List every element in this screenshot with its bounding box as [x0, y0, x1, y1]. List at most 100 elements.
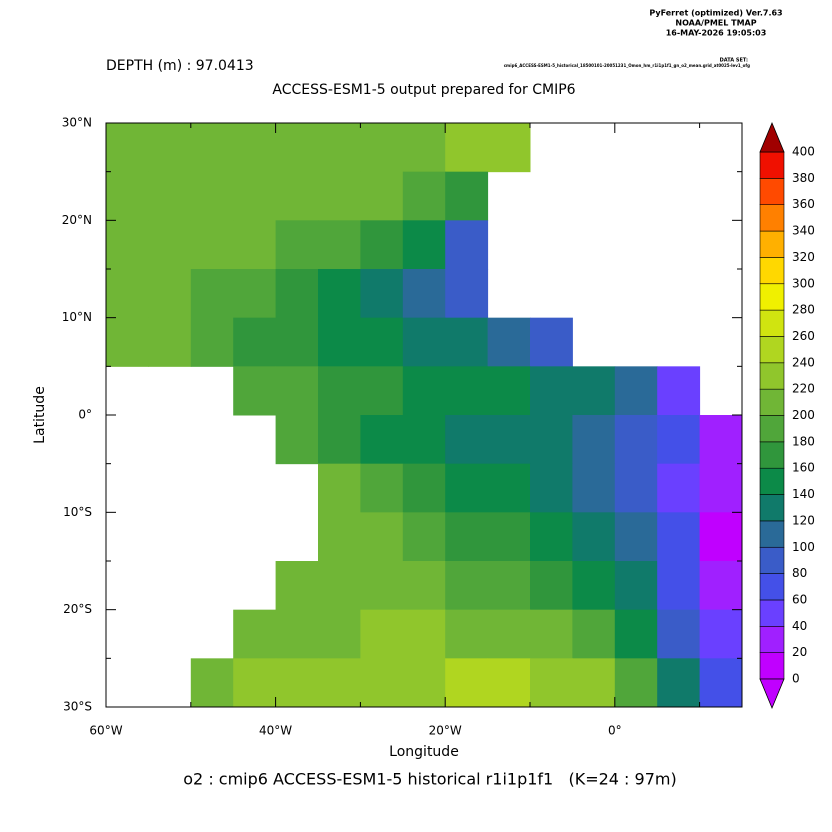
- x-tick-label: 40°W: [259, 724, 292, 738]
- cell: [402, 171, 446, 221]
- cell: [402, 512, 446, 562]
- y-axis-label: Latitude: [32, 386, 48, 444]
- colorbar-bin: [759, 178, 785, 206]
- colorbar-label: 340: [792, 224, 815, 238]
- colorbar-bin: [759, 362, 785, 390]
- colorbar-bin: [759, 415, 785, 443]
- colorbar-label: 200: [792, 408, 815, 422]
- cell: [402, 366, 446, 416]
- cell: [445, 366, 489, 416]
- colorbar-label: 120: [792, 513, 815, 527]
- colorbar-label: 260: [792, 329, 815, 343]
- cell: [445, 317, 489, 367]
- colorbar-bin: [759, 652, 785, 680]
- cell: [106, 171, 149, 221]
- cell: [360, 220, 404, 270]
- cell: [360, 171, 404, 221]
- cell: [148, 269, 192, 319]
- cell: [402, 463, 446, 513]
- cell: [275, 220, 319, 270]
- cell: [106, 269, 149, 319]
- cell: [402, 415, 446, 465]
- colorbar-bin: [759, 573, 785, 601]
- cell: [318, 366, 361, 416]
- cell: [445, 220, 489, 270]
- footer: o2 : cmip6 ACCESS-ESM1-5 historical r1i1…: [183, 770, 676, 789]
- cell: [487, 463, 531, 513]
- cell: [530, 415, 573, 465]
- cell: [530, 366, 573, 416]
- cell: [233, 366, 277, 416]
- cell: [275, 609, 319, 659]
- cell: [233, 658, 277, 708]
- colorbar-bin: [759, 599, 785, 627]
- colorbar-label: 60: [792, 592, 807, 606]
- colorbar-bin: [759, 230, 785, 258]
- colorbar-over: [759, 121, 785, 153]
- cell: [275, 561, 319, 611]
- cell: [402, 269, 446, 319]
- cell: [657, 366, 701, 416]
- cell: [657, 561, 701, 611]
- cell: [106, 123, 149, 173]
- cell: [487, 123, 531, 173]
- cell: [106, 317, 149, 367]
- cell: [445, 512, 489, 562]
- cell: [360, 269, 404, 319]
- cell: [487, 561, 531, 611]
- colorbar-label: 140: [792, 487, 815, 501]
- cell: [572, 609, 616, 659]
- y-tick-label: 20°N: [62, 213, 92, 227]
- colorbar-label: 240: [792, 355, 815, 369]
- colorbar-label: 320: [792, 250, 815, 264]
- cell: [318, 463, 361, 513]
- cell: [275, 269, 319, 319]
- cell: [275, 123, 319, 173]
- colorbar-label: 180: [792, 434, 815, 448]
- cell: [699, 415, 743, 465]
- colorbar-bin: [759, 283, 785, 311]
- cell: [699, 463, 743, 513]
- cell: [275, 366, 319, 416]
- colorbar-label: 20: [792, 645, 807, 659]
- cell: [233, 171, 277, 221]
- cell: [402, 609, 446, 659]
- colorbar-bin: [759, 546, 785, 574]
- cell: [275, 658, 319, 708]
- cell: [614, 415, 658, 465]
- cell: [699, 658, 743, 708]
- cell: [275, 415, 319, 465]
- cell: [487, 317, 531, 367]
- cell: [445, 658, 489, 708]
- colorbar-label: 80: [792, 566, 807, 580]
- cell: [360, 123, 404, 173]
- dataset-label: DATA SET:: [720, 58, 748, 64]
- colorbar-bin: [759, 204, 785, 232]
- cell: [148, 220, 192, 270]
- cell: [233, 609, 277, 659]
- x-tick-label: 60°W: [89, 724, 122, 738]
- cell: [657, 609, 701, 659]
- cell: [657, 415, 701, 465]
- cell: [487, 609, 531, 659]
- cell: [318, 561, 361, 611]
- cell: [445, 171, 489, 221]
- cell: [360, 658, 404, 708]
- cell: [445, 463, 489, 513]
- colorbar-label: 360: [792, 197, 815, 211]
- cell: [445, 609, 489, 659]
- colorbar-label: 380: [792, 171, 815, 185]
- colorbar-label: 40: [792, 619, 807, 633]
- cell: [402, 123, 446, 173]
- cell: [148, 123, 192, 173]
- cell: [275, 171, 319, 221]
- cell: [318, 609, 361, 659]
- colorbar-bin: [759, 309, 785, 337]
- cell: [360, 561, 404, 611]
- cell: [360, 317, 404, 367]
- y-tick-label: 30°N: [62, 116, 92, 130]
- cell: [190, 123, 234, 173]
- cell: [233, 220, 277, 270]
- cell: [614, 512, 658, 562]
- cell: [190, 171, 234, 221]
